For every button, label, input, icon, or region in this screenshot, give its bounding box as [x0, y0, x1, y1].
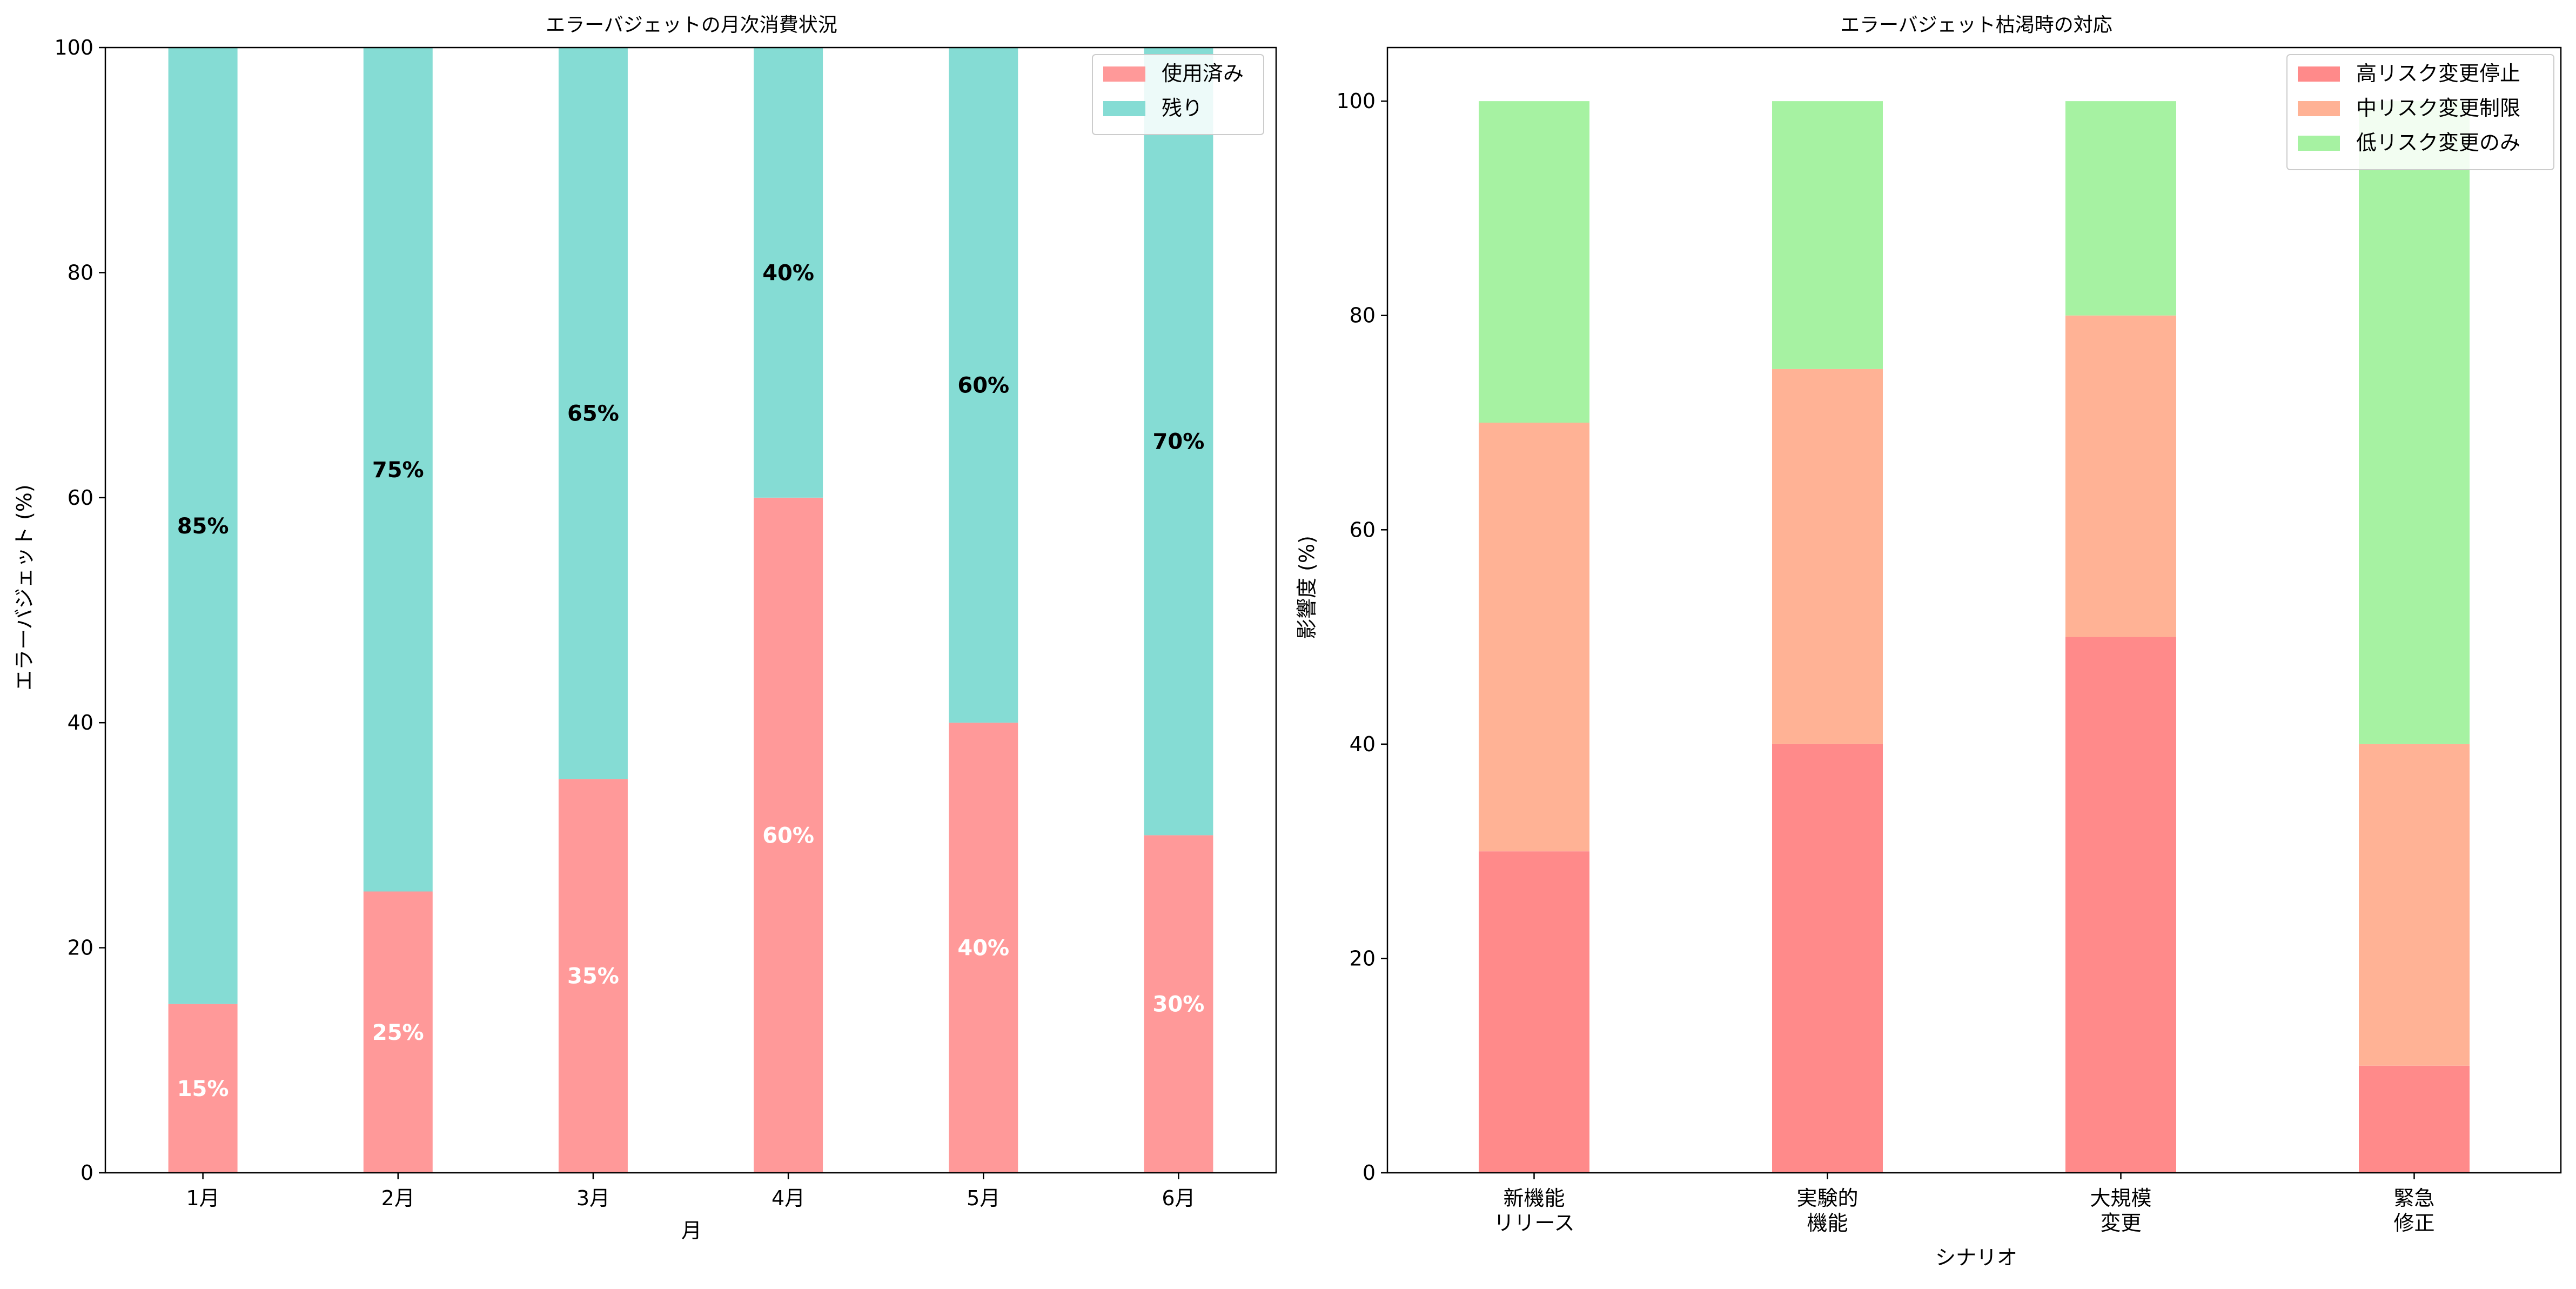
bar	[1772, 101, 1883, 369]
bar	[558, 779, 628, 1173]
bar	[168, 48, 238, 1004]
data-label: 40%	[957, 936, 1009, 961]
x-tick-label: リリース	[1493, 1211, 1574, 1235]
plot-area: 15% 85% 1月 25% 75% 2月 35% 65% 3月 60% 40% 4月 40% 60% 5月…	[54, 36, 1277, 1210]
bar	[1772, 369, 1883, 744]
x-tick-label: 緊急	[2393, 1186, 2434, 1210]
x-tick-label: 4月	[772, 1186, 805, 1210]
x-tick-label: 3月	[576, 1186, 610, 1210]
data-label: 40%	[762, 261, 814, 285]
y-tick-label: 60	[68, 486, 93, 510]
data-label: 65%	[567, 402, 619, 426]
y-tick-label: 40	[68, 711, 93, 734]
bar	[363, 891, 433, 1173]
bar	[2065, 101, 2176, 316]
x-tick-label: 実験的	[1796, 1186, 1858, 1210]
data-label: 30%	[1153, 992, 1205, 1017]
bar	[2065, 315, 2176, 637]
axes-frame	[104, 46, 1277, 1174]
x-tick-label: 5月	[967, 1186, 1000, 1210]
bar	[1479, 101, 1589, 423]
data-label: 60%	[762, 823, 814, 848]
x-axis-label: 月	[681, 1219, 702, 1243]
x-tick-label: 6月	[1162, 1186, 1195, 1210]
y-tick-label: 20	[68, 936, 93, 960]
legend-swatch	[2298, 66, 2340, 82]
chart-title: エラーバジェットの月次消費状況	[546, 14, 837, 36]
legend-label: 中リスク変更制限	[2356, 96, 2520, 120]
bar	[2359, 1065, 2470, 1173]
data-label: 75%	[372, 458, 424, 483]
data-label: 35%	[567, 964, 619, 989]
legend-box	[2286, 54, 2554, 170]
x-tick-label: 修正	[2393, 1211, 2434, 1235]
bar	[2065, 637, 2176, 1173]
bar	[1479, 423, 1589, 852]
legend-label: 低リスク変更のみ	[2356, 131, 2520, 155]
data-label: 15%	[177, 1077, 229, 1101]
bar	[2359, 744, 2470, 1066]
bar	[2359, 101, 2470, 744]
y-tick-label: 100	[54, 36, 93, 59]
y-tick-label: 80	[68, 261, 93, 284]
monthly-budget-chart: エラーバジェットの月次消費状況 月 エラーバジェット (%) 15% 85% 1月 2…	[12, 14, 1277, 1243]
bar	[949, 48, 1018, 723]
y-tick-label: 0	[1363, 1161, 1376, 1185]
bar	[1479, 851, 1589, 1173]
x-axis-label: シナリオ	[1935, 1246, 2017, 1270]
bar	[363, 48, 433, 892]
x-tick-label: 2月	[381, 1186, 415, 1210]
bar	[754, 48, 823, 498]
y-axis-label: 影響度 (%)	[1295, 536, 1319, 639]
legend-swatch	[2298, 101, 2340, 116]
x-tick-label: 1月	[186, 1186, 219, 1210]
legend-swatch	[1103, 66, 1145, 82]
y-tick-label: 0	[81, 1161, 93, 1185]
data-label: 60%	[957, 373, 1009, 398]
y-tick-label: 80	[1350, 304, 1376, 328]
axes-frame	[1386, 46, 2562, 1174]
legend-swatch	[2298, 136, 2340, 151]
bar	[754, 497, 823, 1173]
y-axis-label: エラーバジェット (%)	[12, 484, 36, 690]
legend-label: 残り	[1162, 96, 1203, 120]
x-tick-label: 新機能	[1503, 1186, 1565, 1210]
data-label: 25%	[372, 1020, 424, 1045]
y-tick-label: 20	[1350, 946, 1376, 970]
bar	[1144, 48, 1213, 836]
legend-label: 高リスク変更停止	[2356, 62, 2520, 85]
legend-label: 使用済み	[1162, 62, 1244, 85]
y-tick-label: 100	[1336, 89, 1376, 113]
chart-title: エラーバジェット枯渇時の対応	[1840, 14, 2112, 36]
bar	[1772, 744, 1883, 1173]
bar	[1144, 835, 1213, 1173]
bar	[949, 723, 1018, 1173]
legend-swatch	[1103, 101, 1145, 116]
bar	[558, 48, 628, 779]
x-tick-label: 変更	[2100, 1211, 2141, 1235]
data-label: 70%	[1153, 430, 1205, 455]
bar	[168, 1004, 238, 1173]
y-tick-label: 60	[1350, 518, 1376, 542]
x-tick-label: 大規模	[2090, 1186, 2151, 1210]
y-tick-label: 40	[1350, 732, 1376, 756]
data-label: 85%	[177, 514, 229, 539]
x-tick-label: 機能	[1807, 1211, 1848, 1235]
